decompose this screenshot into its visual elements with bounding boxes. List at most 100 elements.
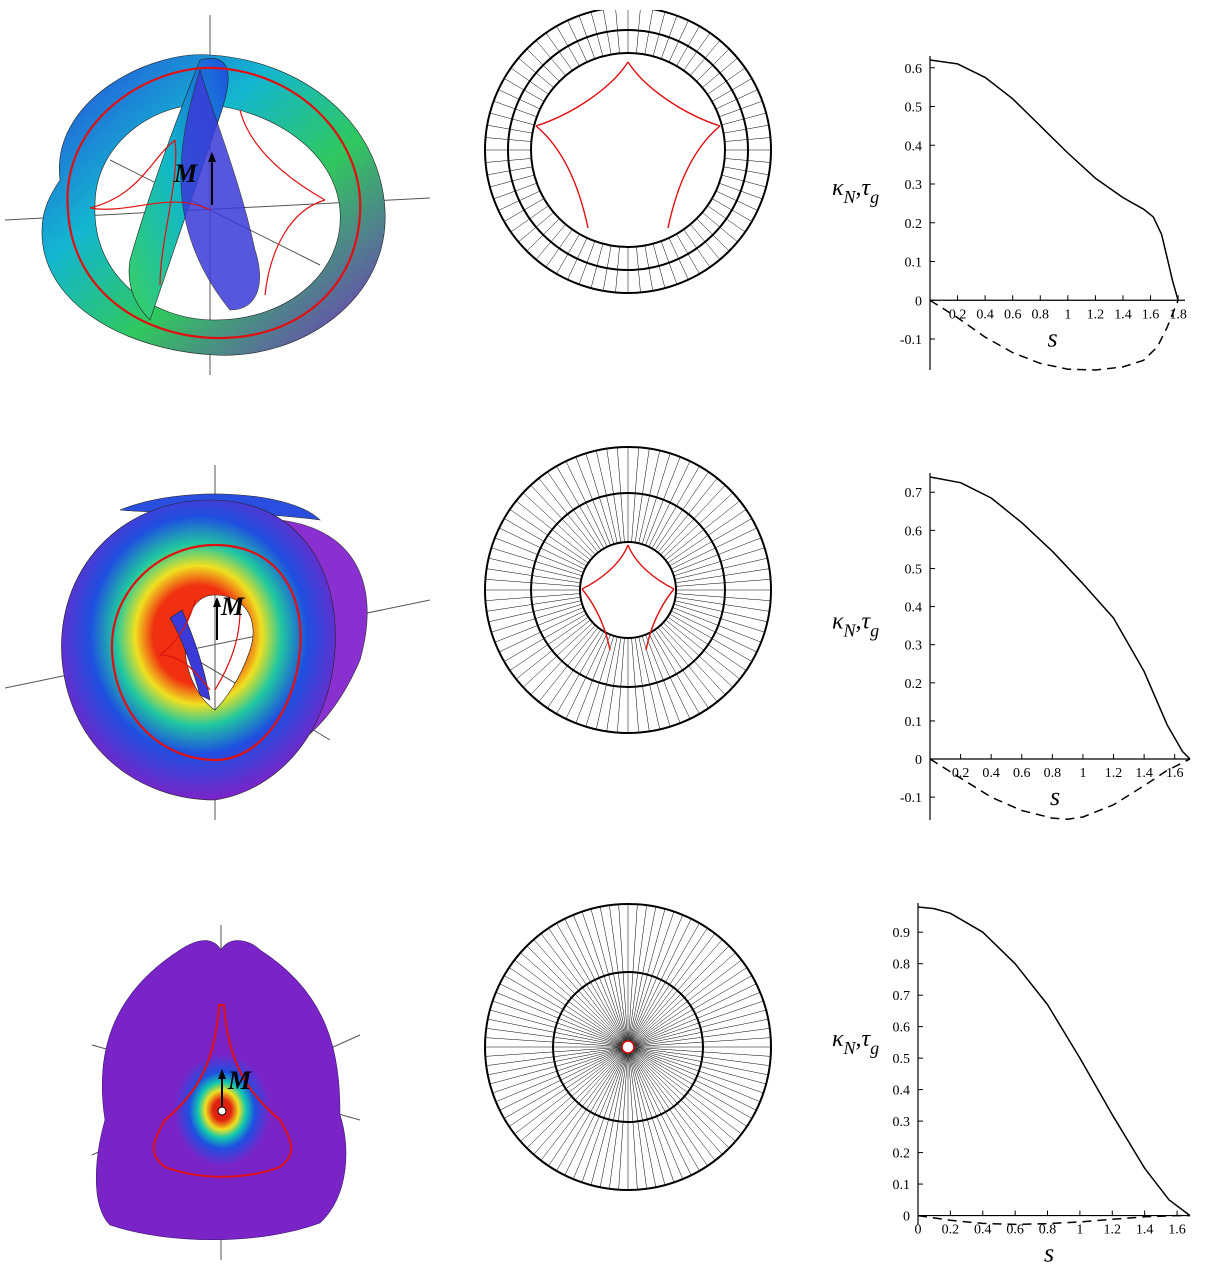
x-axis-label: s bbox=[1050, 782, 1060, 811]
vector-label: M bbox=[220, 592, 245, 621]
ray-line bbox=[595, 636, 618, 730]
ray-line bbox=[618, 904, 629, 1048]
ray-line bbox=[564, 1046, 629, 1176]
ray-line bbox=[671, 610, 757, 653]
ray-line bbox=[489, 112, 537, 126]
ray-line bbox=[641, 635, 671, 727]
y-tick-label: 0.6 bbox=[905, 62, 923, 77]
ray-line bbox=[489, 1009, 629, 1048]
ray-line bbox=[499, 610, 585, 653]
ray-line bbox=[556, 232, 581, 274]
ray-line bbox=[705, 204, 746, 233]
x-tick-label: 0.6 bbox=[1004, 307, 1022, 322]
x-tick-label: 1.2 bbox=[1104, 1223, 1122, 1238]
x-tick-label: 1.6 bbox=[1168, 1223, 1186, 1238]
ray-line bbox=[556, 923, 629, 1048]
ray-line bbox=[627, 914, 683, 1048]
ray-line bbox=[533, 1046, 629, 1155]
y-tick-label: 0.4 bbox=[893, 1084, 911, 1099]
ray-line bbox=[609, 905, 629, 1048]
ray-line bbox=[654, 629, 709, 709]
ray-line bbox=[700, 57, 738, 90]
y-tick-label: 0.3 bbox=[905, 639, 923, 654]
ray-line bbox=[627, 1046, 708, 1167]
ray-line bbox=[590, 1046, 629, 1186]
ray-line bbox=[510, 67, 551, 96]
outer-circle bbox=[484, 903, 772, 1191]
ray-line bbox=[556, 466, 605, 549]
ray-line bbox=[667, 509, 747, 564]
inner-circle bbox=[530, 52, 726, 248]
x-tick-label: 0.4 bbox=[974, 1223, 992, 1238]
ray-line bbox=[627, 1028, 770, 1048]
ray-line bbox=[627, 1046, 730, 1149]
ray-line bbox=[710, 197, 752, 222]
ray-line bbox=[494, 537, 584, 573]
ray-line bbox=[590, 11, 604, 59]
ray-line bbox=[518, 210, 556, 243]
ray-line bbox=[504, 1046, 629, 1119]
ray-line bbox=[631, 447, 639, 543]
ray-line bbox=[627, 992, 761, 1048]
ray-line bbox=[518, 57, 556, 90]
middle-circle bbox=[552, 971, 704, 1123]
y-tick-label: -0.1 bbox=[900, 791, 922, 806]
ray-line bbox=[717, 182, 763, 200]
ray-line bbox=[485, 1046, 629, 1057]
ray-line bbox=[634, 448, 650, 543]
ray-line bbox=[485, 158, 534, 163]
disk-svg bbox=[484, 446, 772, 734]
ray-line bbox=[660, 15, 678, 61]
ray-line bbox=[688, 40, 721, 78]
ray-line bbox=[694, 48, 730, 84]
y-tick-label: -0.1 bbox=[900, 333, 922, 348]
ray-line bbox=[565, 461, 608, 547]
x-tick-label: 0.2 bbox=[952, 766, 970, 781]
x-tick-label: 1.2 bbox=[1105, 766, 1123, 781]
ray-line bbox=[590, 908, 629, 1048]
ray-line bbox=[710, 78, 752, 103]
ray-line bbox=[660, 239, 678, 285]
ray-line bbox=[627, 906, 657, 1048]
ray-line bbox=[627, 967, 748, 1048]
ray-line bbox=[508, 1046, 629, 1127]
ray-line bbox=[526, 1046, 629, 1149]
ray-line bbox=[495, 1046, 629, 1102]
surface-3d-svg: M bbox=[4, 15, 431, 375]
y-tick-label: 0 bbox=[915, 294, 922, 309]
ray-line bbox=[665, 500, 740, 561]
ray-line bbox=[665, 619, 740, 680]
ray-line bbox=[489, 1046, 629, 1085]
curve-red bbox=[152, 1004, 293, 1178]
ray-line bbox=[627, 1046, 767, 1085]
ray-line bbox=[638, 636, 661, 730]
ray-line bbox=[487, 166, 535, 176]
ray-line bbox=[556, 631, 605, 714]
x-tick-label: 0.8 bbox=[1039, 1223, 1057, 1238]
ray-line bbox=[627, 1009, 767, 1048]
ray-line bbox=[627, 1046, 761, 1102]
ray-line bbox=[663, 622, 733, 688]
ray-line bbox=[705, 67, 746, 96]
ray-line bbox=[567, 20, 589, 65]
ray-line bbox=[504, 518, 587, 567]
y-tick-label: 0.6 bbox=[905, 524, 923, 539]
ray-line bbox=[648, 633, 691, 719]
ray-line bbox=[627, 1046, 742, 1135]
y-tick-label: 0.7 bbox=[893, 989, 911, 1004]
ray-line bbox=[627, 1046, 736, 1142]
ray-line bbox=[627, 908, 666, 1048]
ray-line bbox=[520, 952, 629, 1048]
y-tick-label: 0.2 bbox=[893, 1147, 911, 1162]
ray-line bbox=[509, 616, 589, 671]
ray-line bbox=[485, 593, 581, 601]
ray-line bbox=[627, 923, 700, 1048]
ray-line bbox=[644, 9, 654, 57]
ray-line bbox=[667, 235, 689, 280]
x-tick-label: 1 bbox=[1064, 307, 1071, 322]
ray-line bbox=[652, 241, 666, 289]
ray-line bbox=[495, 992, 629, 1048]
ray-line bbox=[627, 1046, 769, 1076]
ray-line bbox=[627, 1046, 692, 1176]
ray-line bbox=[493, 100, 539, 118]
